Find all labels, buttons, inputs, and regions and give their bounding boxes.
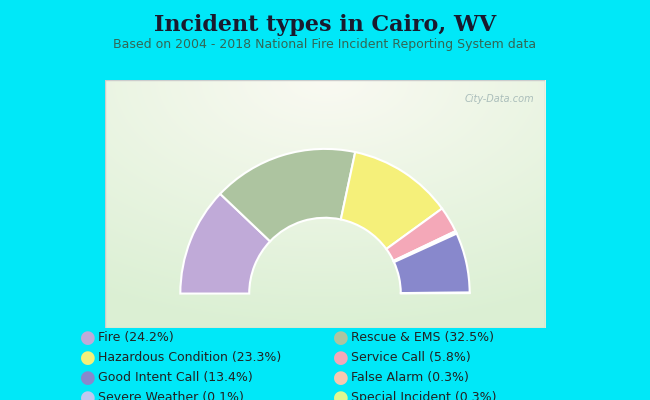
Text: Service Call (5.8%): Service Call (5.8%) — [351, 352, 471, 364]
Text: ●: ● — [80, 329, 96, 347]
Text: Fire (24.2%): Fire (24.2%) — [98, 332, 174, 344]
Wedge shape — [393, 231, 456, 262]
Text: ●: ● — [333, 389, 349, 400]
Text: ●: ● — [333, 369, 349, 387]
Wedge shape — [220, 149, 356, 241]
Wedge shape — [341, 152, 442, 249]
Text: Hazardous Condition (23.3%): Hazardous Condition (23.3%) — [98, 352, 281, 364]
Text: City-Data.com: City-Data.com — [465, 94, 534, 104]
Wedge shape — [394, 234, 470, 293]
Text: False Alarm (0.3%): False Alarm (0.3%) — [351, 372, 469, 384]
Text: ●: ● — [333, 329, 349, 347]
Text: Good Intent Call (13.4%): Good Intent Call (13.4%) — [98, 372, 252, 384]
Text: Rescue & EMS (32.5%): Rescue & EMS (32.5%) — [351, 332, 494, 344]
Wedge shape — [386, 208, 456, 261]
Text: ●: ● — [80, 369, 96, 387]
Text: Severe Weather (0.1%): Severe Weather (0.1%) — [98, 392, 243, 400]
Text: ●: ● — [80, 349, 96, 367]
Wedge shape — [180, 194, 270, 294]
Text: Incident types in Cairo, WV: Incident types in Cairo, WV — [154, 14, 496, 36]
Wedge shape — [394, 232, 457, 262]
Text: ●: ● — [80, 389, 96, 400]
Text: Special Incident (0.3%): Special Incident (0.3%) — [351, 392, 497, 400]
Text: Based on 2004 - 2018 National Fire Incident Reporting System data: Based on 2004 - 2018 National Fire Incid… — [114, 38, 536, 51]
Text: ●: ● — [333, 349, 349, 367]
